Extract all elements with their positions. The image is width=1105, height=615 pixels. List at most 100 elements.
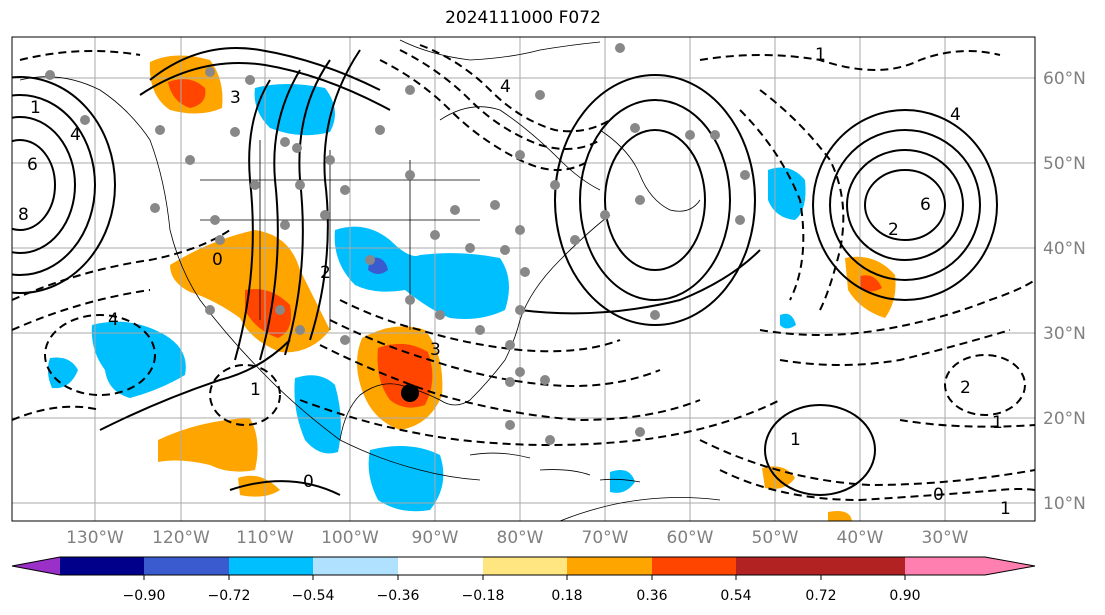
colorbar-tick: 0.36 bbox=[636, 588, 667, 604]
coastlines bbox=[19, 39, 721, 521]
longitude-labels: 130°W 120°W 110°W 100°W 90°W 80°W 70°W 6… bbox=[66, 528, 969, 548]
contour-subtropics bbox=[229, 480, 341, 496]
contour-label: 1 bbox=[790, 430, 801, 450]
lon-label: 70°W bbox=[582, 528, 629, 548]
dashed-contour-low bbox=[209, 364, 281, 426]
lon-label: 110°W bbox=[236, 528, 294, 548]
negative-anomaly-region bbox=[780, 313, 796, 329]
lon-label: 130°W bbox=[66, 528, 124, 548]
positive-anomaly-region bbox=[158, 418, 258, 472]
dashed-contour bbox=[759, 89, 845, 311]
negative-anomaly-region bbox=[368, 446, 444, 512]
contour-zero bbox=[519, 249, 761, 315]
contour-ridge bbox=[149, 47, 381, 91]
lat-label: 50°N bbox=[1043, 154, 1086, 174]
colorbar-segment bbox=[144, 557, 229, 575]
contour-subtropics bbox=[99, 339, 291, 431]
contour-atlantic-high bbox=[604, 129, 706, 271]
contour-east-high bbox=[812, 109, 998, 301]
colorbar-tick: 0.72 bbox=[805, 588, 836, 604]
colorbar-segment bbox=[985, 557, 1035, 575]
colorbar-segment bbox=[313, 557, 398, 575]
lon-label: 50°W bbox=[752, 528, 799, 548]
contour-trough bbox=[259, 69, 301, 361]
contour-label: 3 bbox=[230, 88, 241, 108]
contour-label: 1 bbox=[1000, 499, 1011, 519]
dashed-contour bbox=[399, 49, 601, 150]
labrador-coast bbox=[599, 129, 701, 212]
solid-contours bbox=[12, 47, 998, 496]
strong-positive-region bbox=[860, 275, 882, 292]
contour-label: 6 bbox=[920, 195, 931, 215]
colorbar-segment bbox=[483, 557, 567, 575]
lat-label: 60°N bbox=[1043, 69, 1086, 89]
dashed-contour bbox=[759, 279, 1035, 336]
us-state-lines bbox=[200, 140, 480, 330]
lon-label: 30°W bbox=[922, 528, 969, 548]
contour-label: 2 bbox=[320, 263, 331, 283]
positive-anomaly-region bbox=[238, 475, 280, 497]
contour-label: 4 bbox=[70, 125, 81, 145]
contour-label: 4 bbox=[950, 105, 961, 125]
storm-center-dot bbox=[401, 384, 419, 402]
contour-label: 3 bbox=[430, 340, 441, 360]
contour-trough bbox=[309, 49, 361, 341]
contour-west-high bbox=[12, 116, 76, 254]
colorbar-tick: −0.90 bbox=[123, 588, 166, 604]
negative-anomaly-region bbox=[610, 469, 635, 493]
dashed-contour bbox=[19, 50, 141, 61]
colorbar-segment bbox=[12, 557, 60, 575]
contour-ridge bbox=[139, 62, 391, 111]
dashed-contour bbox=[379, 59, 591, 171]
dashed-contour bbox=[779, 329, 1011, 366]
gulf-coast bbox=[339, 214, 611, 441]
negative-anomaly-region bbox=[47, 357, 78, 389]
caribbean-islands bbox=[469, 452, 641, 483]
canada-arctic-coast bbox=[399, 39, 601, 61]
colorbar-segment bbox=[652, 557, 736, 575]
negative-anomaly-region bbox=[334, 226, 509, 319]
colorbar-tick: 0.54 bbox=[720, 588, 751, 604]
contour-atlantic-high bbox=[579, 99, 731, 301]
lon-label: 100°W bbox=[321, 528, 379, 548]
dashed-contour bbox=[419, 44, 611, 133]
dashed-contour bbox=[12, 229, 231, 301]
dashed-contour bbox=[339, 299, 621, 353]
lat-label: 10°N bbox=[1043, 494, 1086, 514]
dashed-contour-low bbox=[944, 354, 1026, 416]
lon-label: 90°W bbox=[412, 528, 459, 548]
colorbar-segment bbox=[905, 557, 985, 575]
lat-label: 40°N bbox=[1043, 239, 1086, 259]
dashed-contour bbox=[739, 109, 805, 301]
negative-anomaly-region bbox=[294, 375, 341, 454]
contour-east-high bbox=[829, 129, 981, 281]
contour-west-high bbox=[12, 94, 96, 276]
colorbar-tick: 0.18 bbox=[551, 588, 582, 604]
contour-east-high bbox=[846, 149, 964, 261]
negative-anomaly-region bbox=[254, 84, 335, 136]
contour-label: 2 bbox=[888, 220, 899, 240]
lon-label: 80°W bbox=[497, 528, 544, 548]
lon-label: 40°W bbox=[837, 528, 884, 548]
lon-label: 120°W bbox=[152, 528, 210, 548]
contour-label: 1 bbox=[992, 413, 1003, 433]
colorbar-segment bbox=[60, 557, 144, 575]
strong-positive-region bbox=[168, 79, 206, 108]
dashed-contour bbox=[329, 319, 661, 387]
shaded-regions bbox=[47, 55, 896, 521]
colorbar-tick: −0.18 bbox=[462, 588, 505, 604]
contour-west-high bbox=[12, 76, 116, 294]
dashed-contour bbox=[719, 469, 1035, 502]
dashed-contour bbox=[299, 399, 781, 446]
north-america-west-coast bbox=[19, 76, 481, 481]
colorbar-segment bbox=[736, 557, 821, 575]
colorbar-outline bbox=[11, 556, 1036, 576]
dashed-contour bbox=[899, 419, 1035, 428]
significance-dots bbox=[45, 43, 750, 445]
lat-label: 30°N bbox=[1043, 324, 1086, 344]
contour-label: 4 bbox=[108, 310, 119, 330]
dashed-contour bbox=[699, 439, 1035, 487]
chart-title: 2024111000 F072 bbox=[445, 8, 601, 28]
contour-label: 6 bbox=[27, 155, 38, 175]
